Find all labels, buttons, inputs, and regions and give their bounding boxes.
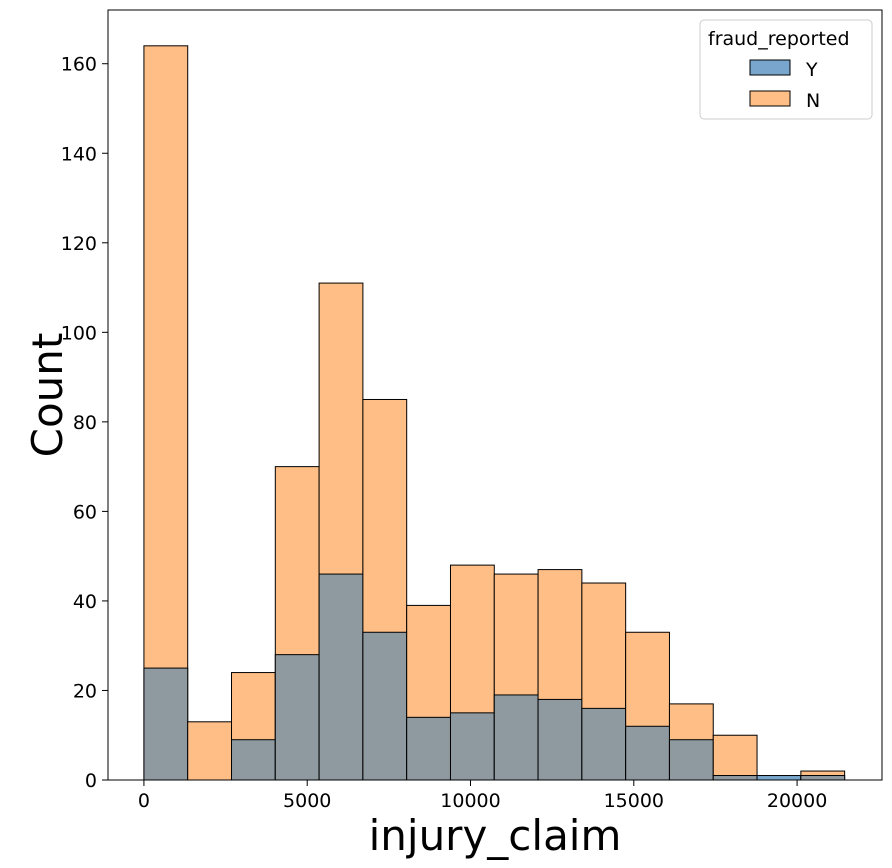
x-axis-ticks: 0 5000 10000 15000 20000 <box>138 780 827 812</box>
y-tick-label: 0 <box>85 770 97 792</box>
bar-n-0 <box>143 45 189 781</box>
bar-y-14 <box>756 775 802 781</box>
legend: fraud_reported Y N <box>699 19 873 120</box>
y-tick-label: 140 <box>61 143 97 165</box>
bar-y-overlap-13 <box>712 775 758 781</box>
bar-n-13 <box>712 734 758 781</box>
y-tick-label: 120 <box>61 233 97 255</box>
y-tick-label: 80 <box>73 412 97 434</box>
bar-y-overlap-4 <box>318 573 364 781</box>
bar-y-overlap-0 <box>143 667 189 781</box>
y-axis-title: Count <box>23 333 72 458</box>
bar-y-overlap-7 <box>449 712 495 781</box>
x-tick-label: 0 <box>138 790 150 812</box>
bar-y-overlap-15 <box>800 775 846 781</box>
bar-y-overlap-5 <box>362 631 408 781</box>
y-tick-label: 160 <box>61 54 97 76</box>
x-tick-label: 15000 <box>604 790 664 812</box>
y-axis-ticks: 0 20 40 60 80 100 120 140 160 <box>61 54 108 792</box>
x-tick-label: 10000 <box>440 790 500 812</box>
bar-y-overlap-3 <box>274 654 320 781</box>
y-tick-label: 40 <box>73 591 97 613</box>
y-tick-label: 100 <box>61 322 97 344</box>
legend-swatch-y <box>749 59 791 76</box>
y-tick-label: 60 <box>73 501 97 523</box>
legend-title: fraud_reported <box>708 28 850 50</box>
bar-y-overlap-6 <box>406 716 451 781</box>
bar-n-1 <box>187 721 233 781</box>
bar-y-overlap-8 <box>493 694 539 781</box>
bar-y-overlap-11 <box>625 725 670 781</box>
x-tick-label: 20000 <box>767 790 827 812</box>
bar-y-overlap-9 <box>537 698 583 781</box>
bar-y-overlap-12 <box>668 739 714 781</box>
plot-frame <box>107 9 883 781</box>
x-tick-label: 5000 <box>283 790 331 812</box>
legend-swatch-n <box>749 90 791 107</box>
x-axis-title: injury_claim <box>369 811 622 860</box>
bar-y-overlap-10 <box>581 707 627 781</box>
bar-y-overlap-2 <box>231 739 276 781</box>
legend-label-y: Y <box>805 59 818 81</box>
legend-label-n: N <box>806 90 820 112</box>
y-tick-label: 20 <box>73 680 97 702</box>
bars-layer <box>143 45 846 781</box>
